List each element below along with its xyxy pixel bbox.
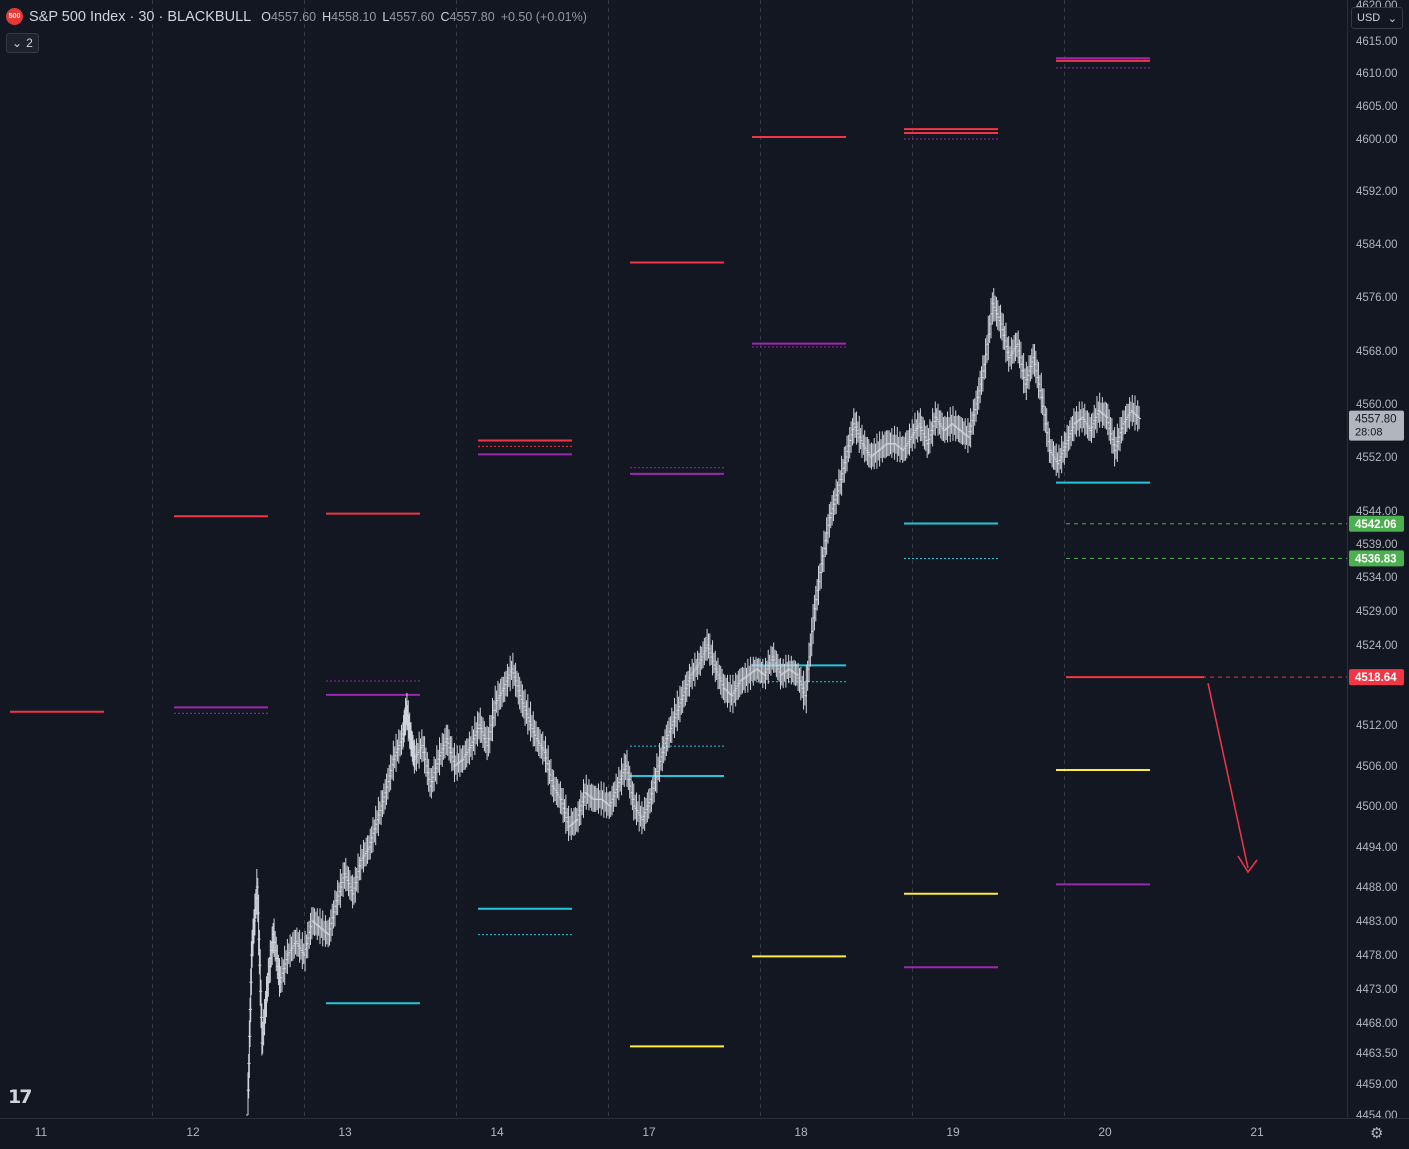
ohlc-values: O4557.60 H4558.10 L4557.60 C4557.80 +0.5… [261,10,587,24]
open-key: O [261,9,271,24]
time-tick-label: 12 [186,1125,200,1139]
price-tick-label: 4560.00 [1356,399,1398,411]
close-key: C [440,9,450,24]
price-tick-label: 4478.00 [1356,950,1398,962]
annotations [1066,523,1347,874]
level-lines [10,57,1150,1048]
price-tick-label: 4539.00 [1356,539,1398,551]
price-tick-label: 4459.00 [1356,1079,1398,1091]
price-tick-label: 4576.00 [1356,292,1398,304]
open-value: 4557.60 [270,9,317,24]
time-tick-label: 21 [1250,1125,1264,1139]
last-price-label: 4557.80 [1355,414,1397,426]
settings-gear-icon[interactable]: ⚙ [1370,1125,1384,1142]
price-tick-label: 4468.00 [1356,1018,1398,1030]
tradingview-logo-icon[interactable]: 17 [8,1086,32,1108]
bar-countdown-label: 28:08 [1355,427,1383,439]
time-tick-label: 19 [946,1125,960,1139]
symbol-title[interactable]: S&P 500 Index · 30 · BLACKBULL [29,8,252,25]
price-level-badge [1349,550,1404,567]
price-tick-label: 4544.00 [1356,506,1398,518]
price-level-label: 4536.83 [1355,553,1397,565]
price-tick-label: 4610.00 [1356,68,1398,80]
price-tick-label: 4483.00 [1356,916,1398,928]
indicators-count: 2 [26,36,33,50]
day-separators [152,0,1065,1118]
time-tick-label: 14 [490,1125,504,1139]
price-tick-label: 4500.00 [1356,801,1398,813]
time-tick-label: 18 [794,1125,808,1139]
high-key: H [322,9,332,24]
price-tick-label: 4524.00 [1356,640,1398,652]
price-tick-label: 4615.00 [1356,36,1398,48]
price-tick-label: 4552.00 [1356,452,1398,464]
price-tick-label: 4473.00 [1356,984,1398,996]
price-level-badge [1349,669,1404,686]
price-level-label: 4518.64 [1355,672,1397,684]
price-level-badge [1349,515,1404,532]
price-tick-label: 4605.00 [1356,101,1398,113]
low-key: L [382,9,390,24]
price-tick-label: 4463.50 [1356,1048,1398,1060]
indicators-toggle-button[interactable]: ⌄ 2 [6,33,39,53]
price-tick-label: 4534.00 [1356,572,1398,584]
price-tick-label: 4494.00 [1356,842,1398,854]
last-price-badge [1349,410,1404,441]
price-axis-bg [1347,0,1409,1149]
projection-arrowhead-icon [1237,855,1258,874]
projection-arrow-line [1207,683,1249,869]
price-tick-label: 4506.00 [1356,761,1398,773]
ohlc-bars [246,287,1142,1116]
price-tick-label: 4568.00 [1356,346,1398,358]
symbol-logo[interactable]: 500 [6,8,23,25]
close-value: 4557.80 [449,9,495,24]
price-tick-label: 4592.00 [1356,186,1398,198]
time-tick-label: 20 [1098,1125,1112,1139]
time-axis: 11 12 13 14 17 18 19 20 21 [0,1118,1409,1149]
price-tick-label: 4512.00 [1356,720,1398,732]
price-tick-label: 4488.00 [1356,882,1398,894]
chevron-down-icon: ⌄ [12,36,23,50]
low-value: 4557.60 [389,9,435,24]
price-tick-label: 4529.00 [1356,606,1398,618]
currency-label: USD [1357,12,1381,24]
price-tick-label: 4584.00 [1356,239,1398,251]
price-axis: 4620.004615.004610.004605.004600.004592.… [1347,0,1409,1149]
currency-select[interactable]: USD ⌄ [1351,7,1403,29]
high-value: 4558.10 [331,9,377,24]
time-tick-label: 13 [338,1125,352,1139]
time-axis-bg [0,1118,1409,1149]
chart-legend: 500 S&P 500 Index · 30 · BLACKBULL O4557… [6,8,587,25]
change-value: +0.50 (+0.01%) [500,9,587,24]
time-tick-label: 11 [35,1125,48,1139]
price-level-label: 4542.06 [1355,519,1397,531]
price-tick-label: 4600.00 [1356,134,1398,146]
chevron-down-icon: ⌄ [1387,12,1397,25]
time-tick-label: 17 [642,1125,656,1139]
